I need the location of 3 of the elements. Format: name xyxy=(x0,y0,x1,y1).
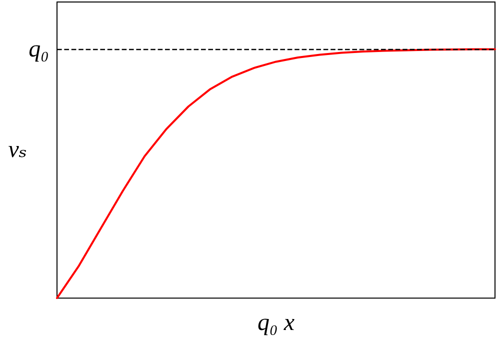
ref-line-label: q₀ xyxy=(28,36,49,62)
y-axis-title: vₛ xyxy=(8,137,27,164)
x-axis-title: q₀ x xyxy=(258,310,295,336)
